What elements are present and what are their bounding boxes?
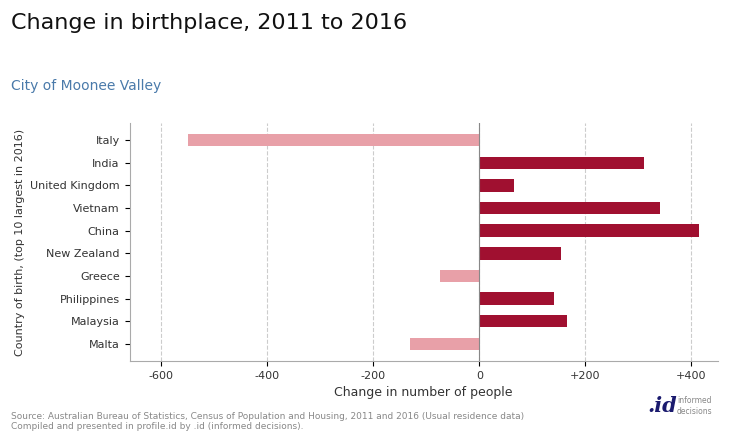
Bar [411, 337, 480, 350]
Text: Source: Australian Bureau of Statistics, Census of Population and Housing, 2011 : Source: Australian Bureau of Statistics,… [11, 412, 524, 431]
Bar [440, 270, 480, 282]
Bar [480, 224, 699, 237]
Bar [480, 247, 562, 260]
Y-axis label: Country of birth, (top 10 largest in 2016): Country of birth, (top 10 largest in 201… [15, 128, 24, 356]
Text: informed
decisions: informed decisions [677, 396, 713, 416]
Text: .id: .id [648, 396, 677, 416]
Bar [480, 315, 567, 327]
Bar [188, 134, 480, 147]
Bar [480, 157, 644, 169]
Bar [480, 202, 659, 214]
Bar [480, 292, 554, 305]
Text: City of Moonee Valley: City of Moonee Valley [11, 79, 161, 93]
Bar [480, 179, 514, 192]
Text: Change in birthplace, 2011 to 2016: Change in birthplace, 2011 to 2016 [11, 13, 407, 33]
X-axis label: Change in number of people: Change in number of people [334, 386, 513, 399]
